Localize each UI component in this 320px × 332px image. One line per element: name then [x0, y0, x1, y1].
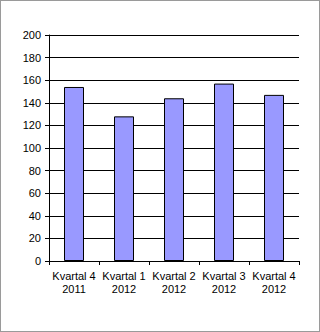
svg-text:60: 60: [29, 187, 41, 199]
svg-text:2012: 2012: [162, 283, 186, 295]
svg-text:80: 80: [29, 165, 41, 177]
svg-text:140: 140: [23, 97, 41, 109]
svg-text:Kvartal 4: Kvartal 4: [252, 270, 295, 282]
svg-text:180: 180: [23, 52, 41, 64]
svg-text:2012: 2012: [212, 283, 236, 295]
svg-text:2011: 2011: [62, 283, 86, 295]
svg-text:120: 120: [23, 119, 41, 131]
svg-text:100: 100: [23, 142, 41, 154]
svg-text:40: 40: [29, 210, 41, 222]
svg-text:Kvartal 4: Kvartal 4: [52, 270, 95, 282]
svg-text:Kvartal 3: Kvartal 3: [202, 270, 245, 282]
svg-text:200: 200: [23, 29, 41, 41]
svg-text:20: 20: [29, 232, 41, 244]
svg-text:2012: 2012: [112, 283, 136, 295]
svg-text:160: 160: [23, 74, 41, 86]
svg-text:0: 0: [35, 255, 41, 267]
svg-text:Kvartal 2: Kvartal 2: [152, 270, 195, 282]
svg-text:2012: 2012: [262, 283, 286, 295]
svg-text:Kvartal 1: Kvartal 1: [102, 270, 145, 282]
